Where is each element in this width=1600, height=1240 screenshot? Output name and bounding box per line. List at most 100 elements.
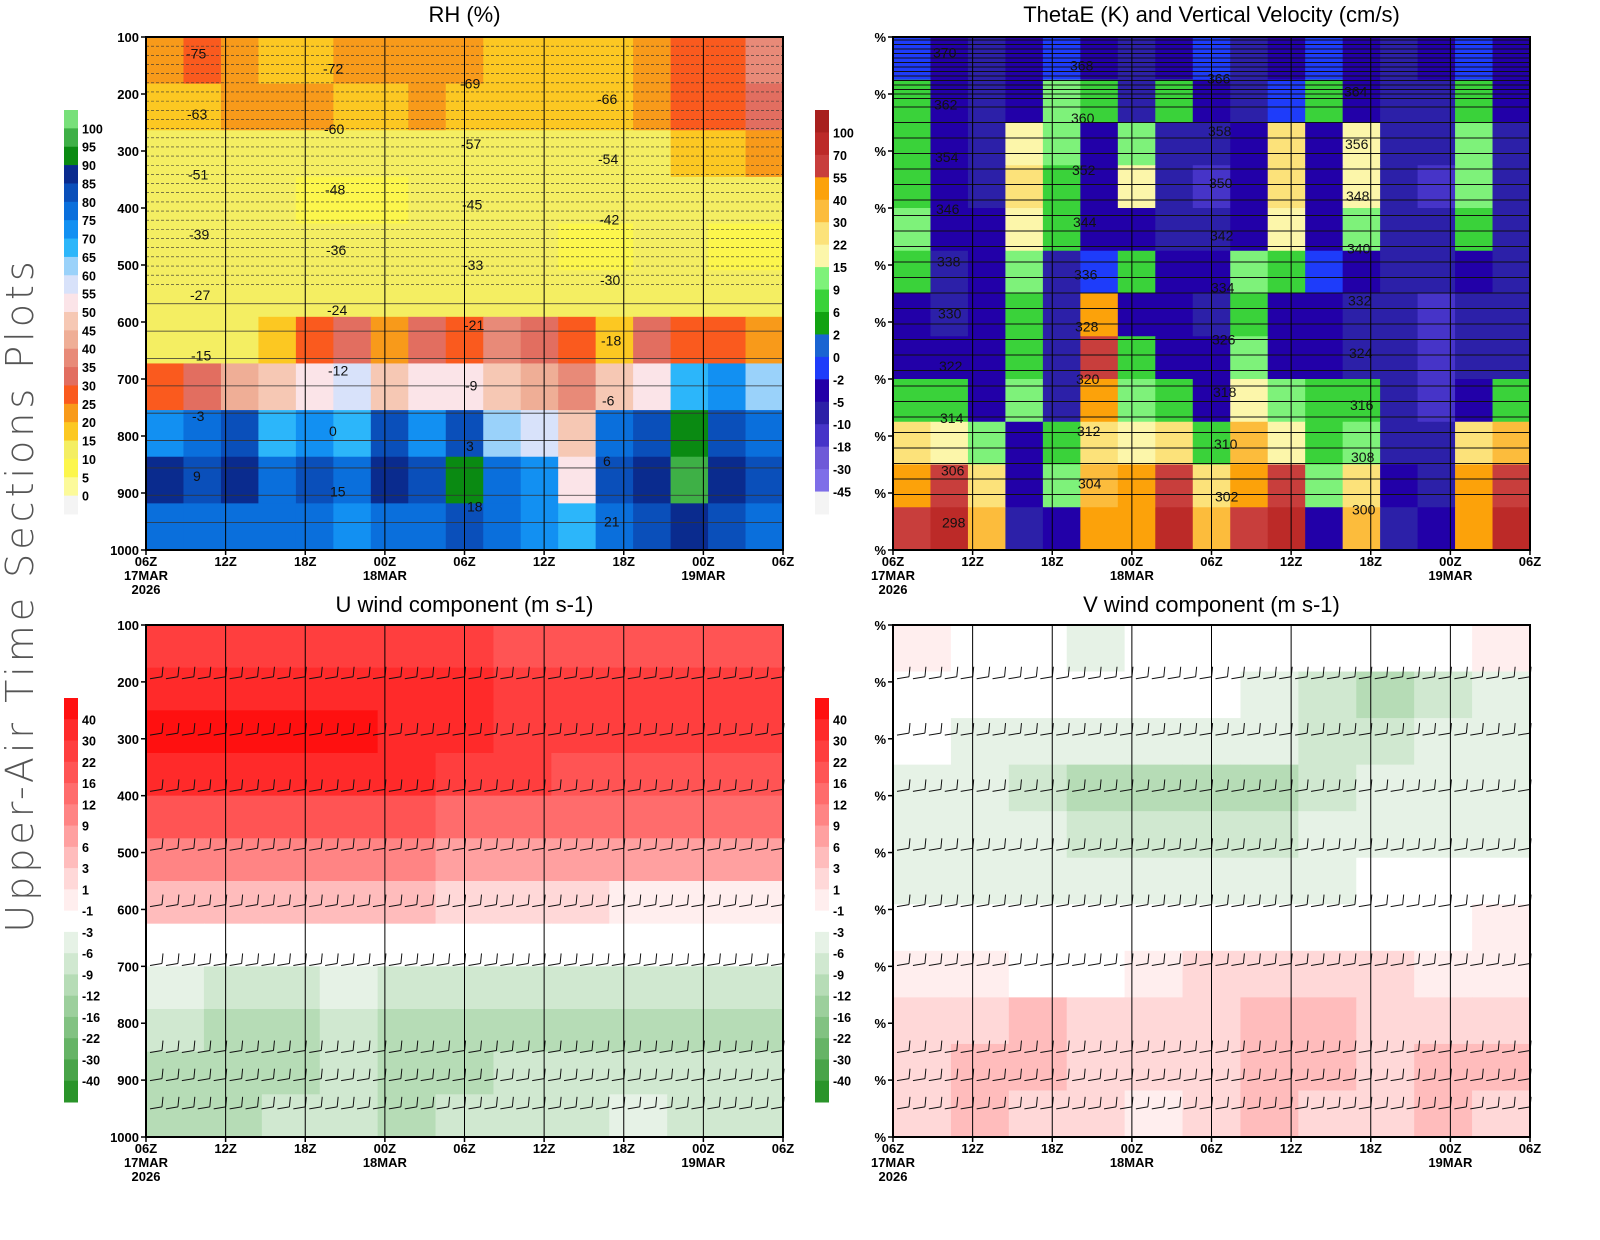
wind-barb <box>1274 838 1277 849</box>
wind-barb <box>1386 1096 1389 1107</box>
wind-barb <box>1072 904 1085 908</box>
field-cell <box>1155 336 1194 380</box>
field-cell <box>408 316 447 365</box>
wind-barb <box>739 1050 752 1054</box>
field-cell <box>1124 764 1184 812</box>
colorbar-swatch <box>64 422 78 442</box>
wind-barb <box>1215 788 1228 792</box>
y-tick-label: % <box>874 618 886 633</box>
wind-barb <box>976 1106 989 1110</box>
field-cell <box>1008 997 1068 1045</box>
wind-barb <box>1119 847 1133 851</box>
wind-barb <box>671 838 674 849</box>
wind-barb <box>1215 1078 1228 1082</box>
field-cell <box>1080 293 1119 337</box>
colorbar-swatch <box>64 1080 78 1103</box>
colorbar-label: 15 <box>82 435 96 449</box>
wind-barb <box>1434 1068 1437 1079</box>
wind-barb <box>766 779 769 790</box>
field-cell <box>633 176 672 225</box>
field-cell <box>1356 857 1415 905</box>
wind-barb <box>309 1078 322 1082</box>
thetae-contour-labels: 3703683663643623603583563543523503483463… <box>933 45 1376 531</box>
field-cell <box>609 667 668 711</box>
wind-barb <box>770 847 784 851</box>
wind-barb <box>1434 1096 1437 1107</box>
field-cell <box>183 410 222 458</box>
wind-barb <box>257 723 260 734</box>
wind-barb <box>595 676 608 680</box>
wind-barb <box>165 732 179 736</box>
wind-barb <box>1358 847 1371 851</box>
field-cell <box>520 270 559 318</box>
field-cell <box>1042 79 1081 124</box>
wind-barb <box>1035 894 1038 905</box>
wind-barb <box>432 1040 435 1051</box>
field-cell <box>203 966 263 1010</box>
y-tick-label: % <box>874 902 886 917</box>
wind-barb <box>591 1068 594 1079</box>
contour-label: 340 <box>1347 240 1371 256</box>
wind-barb <box>1402 779 1405 790</box>
wind-barb <box>149 732 163 736</box>
field-cell <box>493 966 552 1010</box>
wind-barb <box>1513 723 1516 734</box>
field-cell <box>1230 336 1269 380</box>
wind-barb <box>161 894 164 905</box>
colorbar-label: -6 <box>833 947 844 961</box>
wind-barb <box>992 847 1005 851</box>
field-cell <box>1305 293 1344 337</box>
wind-barb <box>1513 838 1516 849</box>
wind-barb <box>655 1068 658 1079</box>
wind-barb <box>1008 904 1021 908</box>
field-cell <box>708 410 747 458</box>
wind-barb <box>1004 779 1007 790</box>
wind-barb <box>404 962 417 966</box>
wind-barb <box>288 838 291 849</box>
wind-barb <box>1035 953 1038 964</box>
wind-barb <box>1179 894 1182 905</box>
wind-barb <box>1422 847 1435 851</box>
field-cell <box>725 1094 784 1138</box>
wind-barb <box>750 1096 753 1107</box>
field-cell <box>408 503 447 551</box>
field-cell <box>551 923 610 967</box>
wind-barb <box>1227 838 1229 849</box>
x-tick-label: 06Z <box>453 1141 475 1156</box>
field-cell <box>319 795 379 839</box>
wind-barb <box>372 788 386 792</box>
colorbar-swatch <box>64 953 78 975</box>
wind-barb <box>495 1040 498 1051</box>
field-cell <box>333 37 372 85</box>
contour-label: -45 <box>462 196 482 212</box>
wind-barb <box>1135 732 1148 736</box>
wind-barb <box>1083 953 1086 964</box>
field-cell <box>609 923 668 967</box>
field-cell <box>370 176 409 225</box>
wind-barb <box>1454 676 1467 680</box>
wind-barb <box>563 962 577 966</box>
wind-barb <box>579 732 593 736</box>
field-cell <box>1305 464 1344 508</box>
colorbar-swatch <box>815 334 829 358</box>
colorbar-label: 12 <box>82 798 96 812</box>
field-cell <box>670 363 709 411</box>
wind-barb <box>1438 904 1451 908</box>
contour-label: 3 <box>466 438 474 454</box>
wind-barb <box>595 962 608 966</box>
field-cell <box>258 37 297 85</box>
field-cell <box>1155 421 1194 466</box>
wind-barb <box>956 666 959 677</box>
field-cell <box>595 176 634 225</box>
wind-barb <box>1167 732 1180 736</box>
contour-label: -21 <box>464 317 484 333</box>
colorbar-swatch <box>815 132 829 156</box>
wind-barb <box>1024 904 1037 908</box>
wind-barb <box>293 1078 306 1082</box>
x-tick-label: 06Z <box>882 1141 904 1156</box>
colorbar-label: 95 <box>82 141 96 155</box>
wind-barb <box>309 847 322 851</box>
field-cell <box>950 625 1010 673</box>
wind-barb <box>452 1106 465 1110</box>
field-cell <box>258 456 297 504</box>
